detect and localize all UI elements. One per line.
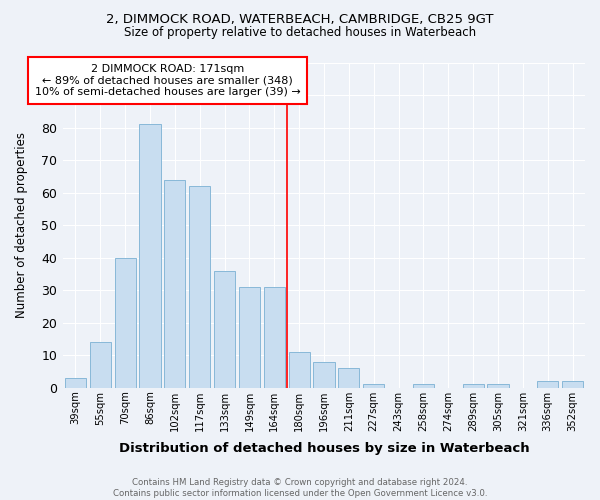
Bar xyxy=(65,378,86,388)
Bar xyxy=(363,384,384,388)
Bar xyxy=(264,287,285,388)
Bar xyxy=(189,186,210,388)
X-axis label: Distribution of detached houses by size in Waterbeach: Distribution of detached houses by size … xyxy=(119,442,529,455)
Bar xyxy=(562,381,583,388)
Bar xyxy=(537,381,558,388)
Bar xyxy=(239,287,260,388)
Bar xyxy=(413,384,434,388)
Bar xyxy=(90,342,111,388)
Text: Size of property relative to detached houses in Waterbeach: Size of property relative to detached ho… xyxy=(124,26,476,39)
Bar xyxy=(313,362,335,388)
Bar xyxy=(289,352,310,388)
Y-axis label: Number of detached properties: Number of detached properties xyxy=(15,132,28,318)
Text: 2, DIMMOCK ROAD, WATERBEACH, CAMBRIDGE, CB25 9GT: 2, DIMMOCK ROAD, WATERBEACH, CAMBRIDGE, … xyxy=(106,12,494,26)
Bar xyxy=(463,384,484,388)
Bar xyxy=(214,270,235,388)
Text: 2 DIMMOCK ROAD: 171sqm
← 89% of detached houses are smaller (348)
10% of semi-de: 2 DIMMOCK ROAD: 171sqm ← 89% of detached… xyxy=(35,64,300,97)
Bar xyxy=(164,180,185,388)
Text: Contains HM Land Registry data © Crown copyright and database right 2024.
Contai: Contains HM Land Registry data © Crown c… xyxy=(113,478,487,498)
Bar xyxy=(115,258,136,388)
Bar xyxy=(487,384,509,388)
Bar xyxy=(338,368,359,388)
Bar xyxy=(139,124,161,388)
